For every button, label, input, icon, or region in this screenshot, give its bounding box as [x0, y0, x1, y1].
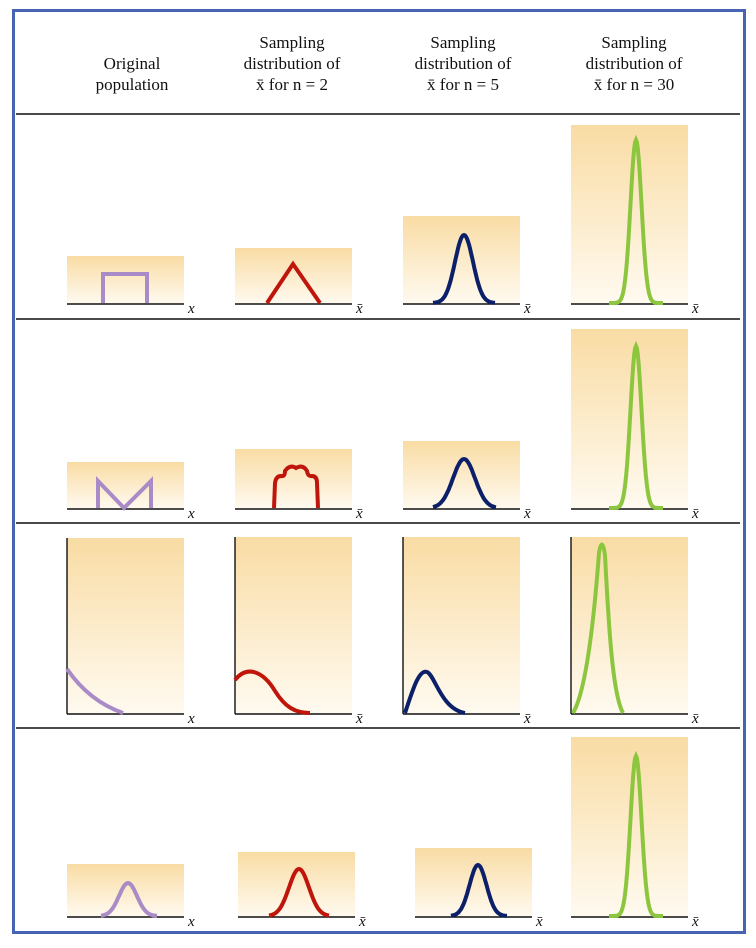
axis-label: x̄ — [358, 914, 366, 930]
panel-background — [67, 462, 184, 509]
axis-label: x̄ — [355, 506, 363, 522]
panel-exponential-n30: x̄ — [570, 537, 699, 727]
distribution-curve-population — [65, 667, 124, 715]
distribution-curve-n2 — [272, 464, 320, 509]
row-divider — [16, 113, 740, 115]
axis-label: x̄ — [691, 914, 699, 930]
header-n30: Sampling distribution of x̄ for n = 30 — [554, 32, 714, 95]
row-divider — [16, 727, 740, 729]
panel-uniform-population: x — [67, 256, 195, 317]
header-line: x̄ for n = 5 — [427, 75, 499, 94]
panel-normal-n30: x̄ — [571, 737, 699, 930]
axis-label: x — [187, 711, 195, 727]
panel-background — [235, 248, 352, 304]
axis-label: x̄ — [523, 506, 531, 522]
distribution-curve-n2 — [265, 260, 322, 305]
header-line: Sampling — [259, 33, 325, 52]
distribution-curve-n30 — [609, 750, 663, 918]
header-line: Sampling — [430, 33, 496, 52]
panel-uniform-n5: x̄ — [403, 216, 531, 317]
panel-u-shaped-n30: x̄ — [571, 329, 699, 522]
panel-exponential-n5: x̄ — [402, 537, 531, 727]
axis-label: x — [187, 914, 195, 930]
distribution-curve-n30 — [609, 340, 663, 510]
distribution-curve-n5 — [432, 457, 497, 510]
distribution-curve-population — [100, 880, 158, 918]
panel-u-shaped-population: x — [67, 462, 195, 522]
panel-background — [67, 538, 184, 714]
distribution-curve-n5 — [432, 232, 496, 305]
panel-exponential-n2: x̄ — [233, 537, 363, 727]
header-line: x̄ for n = 30 — [593, 75, 675, 94]
header-line: distribution of — [243, 54, 341, 73]
distribution-curve-population — [101, 272, 149, 303]
panel-background — [235, 537, 352, 714]
panel-background — [415, 848, 532, 917]
header-n2: Sampling distribution of x̄ for n = 2 — [212, 32, 372, 95]
panel-normal-n2: x̄ — [238, 852, 366, 930]
panel-background — [67, 864, 184, 917]
header-n5: Sampling distribution of x̄ for n = 5 — [383, 32, 543, 95]
row-divider — [16, 318, 740, 320]
distribution-curve-n5 — [403, 669, 466, 715]
panel-background — [235, 449, 352, 509]
panel-normal-population: x — [67, 864, 195, 930]
panel-uniform-n30: x̄ — [571, 125, 699, 317]
panel-background — [403, 441, 520, 509]
distribution-curve-n30 — [571, 542, 625, 715]
axis-label: x̄ — [523, 301, 531, 317]
header-line: Original — [103, 54, 161, 73]
panel-background — [571, 537, 688, 714]
panel-background — [403, 537, 520, 714]
panel-background — [67, 256, 184, 304]
header-line: distribution of — [414, 54, 512, 73]
axis-label: x — [187, 301, 195, 317]
distribution-curve-n2 — [233, 669, 311, 715]
distribution-curve-n2 — [268, 866, 330, 918]
axis-label: x̄ — [355, 711, 363, 727]
row-divider — [16, 522, 740, 524]
panel-exponential-population: x — [65, 538, 195, 727]
axis-label: x̄ — [691, 301, 699, 317]
header-line: population — [95, 75, 169, 94]
header-line: distribution of — [585, 54, 683, 73]
axis-label: x̄ — [691, 711, 699, 727]
axis-label: x̄ — [535, 914, 543, 930]
axis-label: x̄ — [691, 506, 699, 522]
panel-u-shaped-n2: x̄ — [235, 449, 363, 522]
distribution-curve-population — [96, 476, 153, 511]
header-line: x̄ for n = 2 — [256, 75, 328, 94]
header-line: Sampling — [601, 33, 667, 52]
axis-label: x̄ — [355, 301, 363, 317]
axis-label: x — [187, 506, 195, 522]
panel-background — [403, 216, 520, 304]
panel-normal-n5: x̄ — [415, 848, 543, 930]
panel-background — [238, 852, 355, 917]
distribution-curve-n5 — [450, 862, 507, 918]
panel-u-shaped-n5: x̄ — [403, 441, 531, 522]
axis-label: x̄ — [523, 711, 531, 727]
panel-uniform-n2: x̄ — [235, 248, 363, 317]
distribution-curve-n30 — [609, 134, 663, 305]
header-original-population: Original population — [52, 53, 212, 95]
